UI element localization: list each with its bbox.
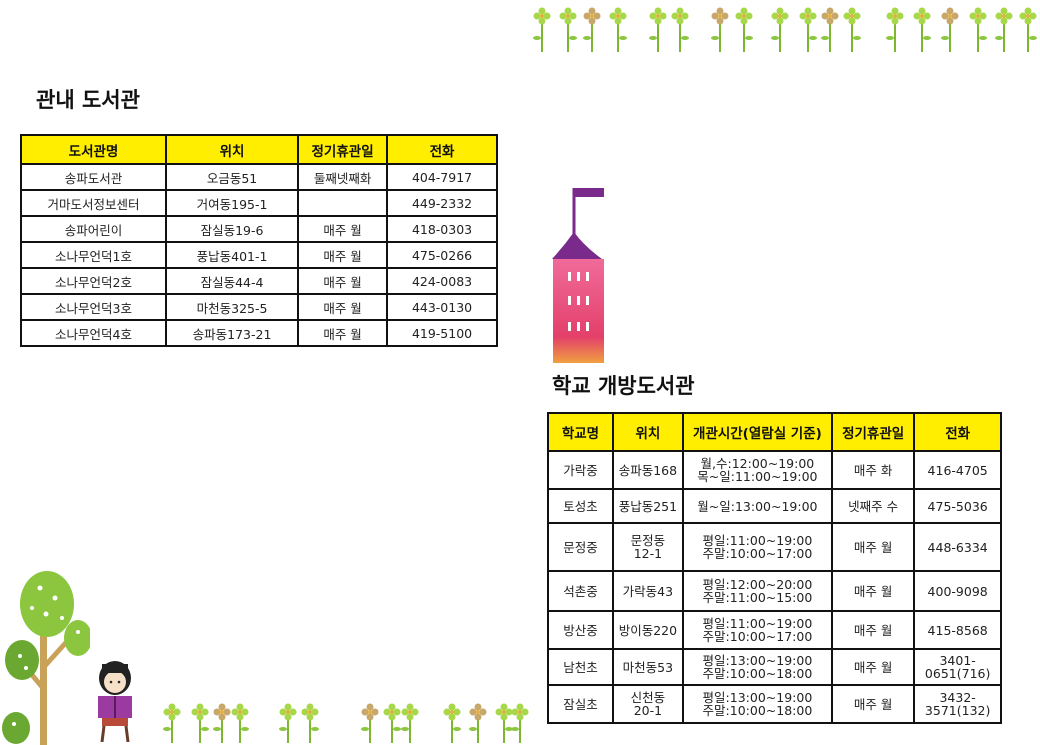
table-cell: 449-2332 <box>386 189 498 217</box>
table-cell: 매주 월 <box>297 241 389 269</box>
table-cell: 평일:13:00~19:00 주말:10:00~18:00 <box>681 684 834 724</box>
section-title-local-libraries: 관내 도서관 <box>36 88 140 112</box>
table-row: 소나무언덕2호 잠실동44-4 매주 월 424-0083 <box>19 267 498 295</box>
table-cell: 매주 월 <box>297 215 389 243</box>
table-cell: 416-4705 <box>913 450 1002 490</box>
table-row: 송파도서관 오금동51 둘째넷째화 404-7917 <box>19 163 498 191</box>
table-cell: 415-8568 <box>913 610 1002 650</box>
table-row: 문정중 문정동 12-1 평일:11:00~19:00 주말:10:00~17:00… <box>547 522 1002 572</box>
table-cell: 거마도서정보센터 <box>19 189 168 217</box>
table-cell: 송파도서관 <box>19 163 168 191</box>
table-cell: 토성초 <box>547 488 614 524</box>
tower-illustration-icon <box>552 188 604 363</box>
table-cell <box>297 189 389 217</box>
table-cell: 오금동51 <box>165 163 300 191</box>
table-row: 소나무언덕1호 풍납동401-1 매주 월 475-0266 <box>19 241 498 269</box>
section-title-school-libraries: 학교 개방도서관 <box>552 374 695 398</box>
table-cell: 400-9098 <box>913 570 1002 612</box>
table-cell: 419-5100 <box>386 319 498 347</box>
table-cell: 송파어린이 <box>19 215 168 243</box>
table-cell: 석촌중 <box>547 570 614 612</box>
table-cell: 평일:11:00~19:00 주말:10:00~17:00 <box>681 610 834 650</box>
column-header: 위치 <box>165 134 300 165</box>
column-header: 도서관명 <box>19 134 168 165</box>
table-cell: 418-0303 <box>386 215 498 243</box>
table-row: 토성초 풍납동251 월~일:13:00~19:00 넷째주 수 475-5036 <box>547 488 1002 524</box>
column-header: 학교명 <box>547 412 614 452</box>
table-cell: 448-6334 <box>913 522 1002 572</box>
table-cell: 475-0266 <box>386 241 498 269</box>
table-cell: 404-7917 <box>386 163 498 191</box>
table-cell: 둘째넷째화 <box>297 163 389 191</box>
local-library-table: 도서관명 위치 정기휴관일 전화 송파도서관 오금동51 둘째넷째화 404-7917 거마도… <box>19 134 498 347</box>
table-cell: 방산중 <box>547 610 614 650</box>
table-cell: 평일:12:00~20:00 주말:11:00~15:00 <box>681 570 834 612</box>
table-row: 거마도서정보센터 거여동195-1 449-2332 <box>19 189 498 217</box>
table-cell: 3401- 0651(716) <box>913 648 1002 686</box>
table-cell: 소나무언덕2호 <box>19 267 168 295</box>
table-row: 소나무언덕3호 마천동325-5 매주 월 443-0130 <box>19 293 498 321</box>
school-library-table: 학교명 위치 개관시간(열람실 기준) 정기휴관일 전화 가락중 송파동168 월,수:12… <box>547 412 1002 724</box>
table-row: 방산중 방이동220 평일:11:00~19:00 주말:10:00~17:00 매주… <box>547 610 1002 650</box>
table-row: 잠실초 신천동 20-1 평일:13:00~19:00 주말:10:00~18:00… <box>547 684 1002 724</box>
table-cell: 가락중 <box>547 450 614 490</box>
table-cell: 소나무언덕4호 <box>19 319 168 347</box>
table-cell: 424-0083 <box>386 267 498 295</box>
table-cell: 월~일:13:00~19:00 <box>681 488 834 524</box>
table-cell: 문정중 <box>547 522 614 572</box>
column-header: 정기휴관일 <box>830 412 916 452</box>
table-row: 가락중 송파동168 월,수:12:00~19:00 목~일:11:00~19:00… <box>547 450 1002 490</box>
table-cell: 매주 월 <box>297 293 389 321</box>
table-row: 석촌중 가락동43 평일:12:00~20:00 주말:11:00~15:00 매주 … <box>547 570 1002 612</box>
table-row: 송파어린이 잠실동19-6 매주 월 418-0303 <box>19 215 498 243</box>
table-cell: 남천초 <box>547 648 614 686</box>
table-cell: 넷째주 수 <box>830 488 916 524</box>
table-cell: 가락동43 <box>611 570 684 612</box>
table-cell: 송파동173-21 <box>165 319 300 347</box>
table-cell: 월,수:12:00~19:00 목~일:11:00~19:00 <box>681 450 834 490</box>
table-cell: 풍납동401-1 <box>165 241 300 269</box>
table-cell: 매주 월 <box>830 522 916 572</box>
table-cell: 신천동 20-1 <box>611 684 684 724</box>
table-cell: 마천동53 <box>611 648 684 686</box>
table-cell: 소나무언덕3호 <box>19 293 168 321</box>
flower-border-icon <box>533 7 1037 52</box>
column-header: 개관시간(열람실 기준) <box>681 412 834 452</box>
table-cell: 매주 월 <box>830 610 916 650</box>
table-cell: 마천동325-5 <box>165 293 300 321</box>
column-header: 전화 <box>913 412 1002 452</box>
table-cell: 거여동195-1 <box>165 189 300 217</box>
flower-border-icon <box>163 703 529 743</box>
table-cell: 3432- 3571(132) <box>913 684 1002 724</box>
column-header: 위치 <box>611 412 684 452</box>
girl-reading-illustration-icon <box>98 661 132 742</box>
table-cell: 매주 월 <box>297 319 389 347</box>
table-row: 소나무언덕4호 송파동173-21 매주 월 419-5100 <box>19 319 498 347</box>
table-cell: 풍납동251 <box>611 488 684 524</box>
table-cell: 매주 화 <box>830 450 916 490</box>
table-cell: 문정동 12-1 <box>611 522 684 572</box>
column-header: 정기휴관일 <box>297 134 389 165</box>
table-cell: 매주 월 <box>830 684 916 724</box>
table-cell: 잠실동19-6 <box>165 215 300 243</box>
table-cell: 475-5036 <box>913 488 1002 524</box>
table-cell: 소나무언덕1호 <box>19 241 168 269</box>
table-cell: 잠실초 <box>547 684 614 724</box>
table-cell: 송파동168 <box>611 450 684 490</box>
table-cell: 매주 월 <box>297 267 389 295</box>
table-row: 남천초 마천동53 평일:13:00~19:00 주말:10:00~18:00 매주 … <box>547 648 1002 686</box>
table-cell: 매주 월 <box>830 648 916 686</box>
table-cell: 방이동220 <box>611 610 684 650</box>
table-cell: 매주 월 <box>830 570 916 612</box>
table-cell: 평일:11:00~19:00 주말:10:00~17:00 <box>681 522 834 572</box>
table-cell: 443-0130 <box>386 293 498 321</box>
table-cell: 평일:13:00~19:00 주말:10:00~18:00 <box>681 648 834 686</box>
column-header: 전화 <box>386 134 498 165</box>
table-cell: 잠실동44-4 <box>165 267 300 295</box>
tree-illustration-icon <box>2 571 90 745</box>
